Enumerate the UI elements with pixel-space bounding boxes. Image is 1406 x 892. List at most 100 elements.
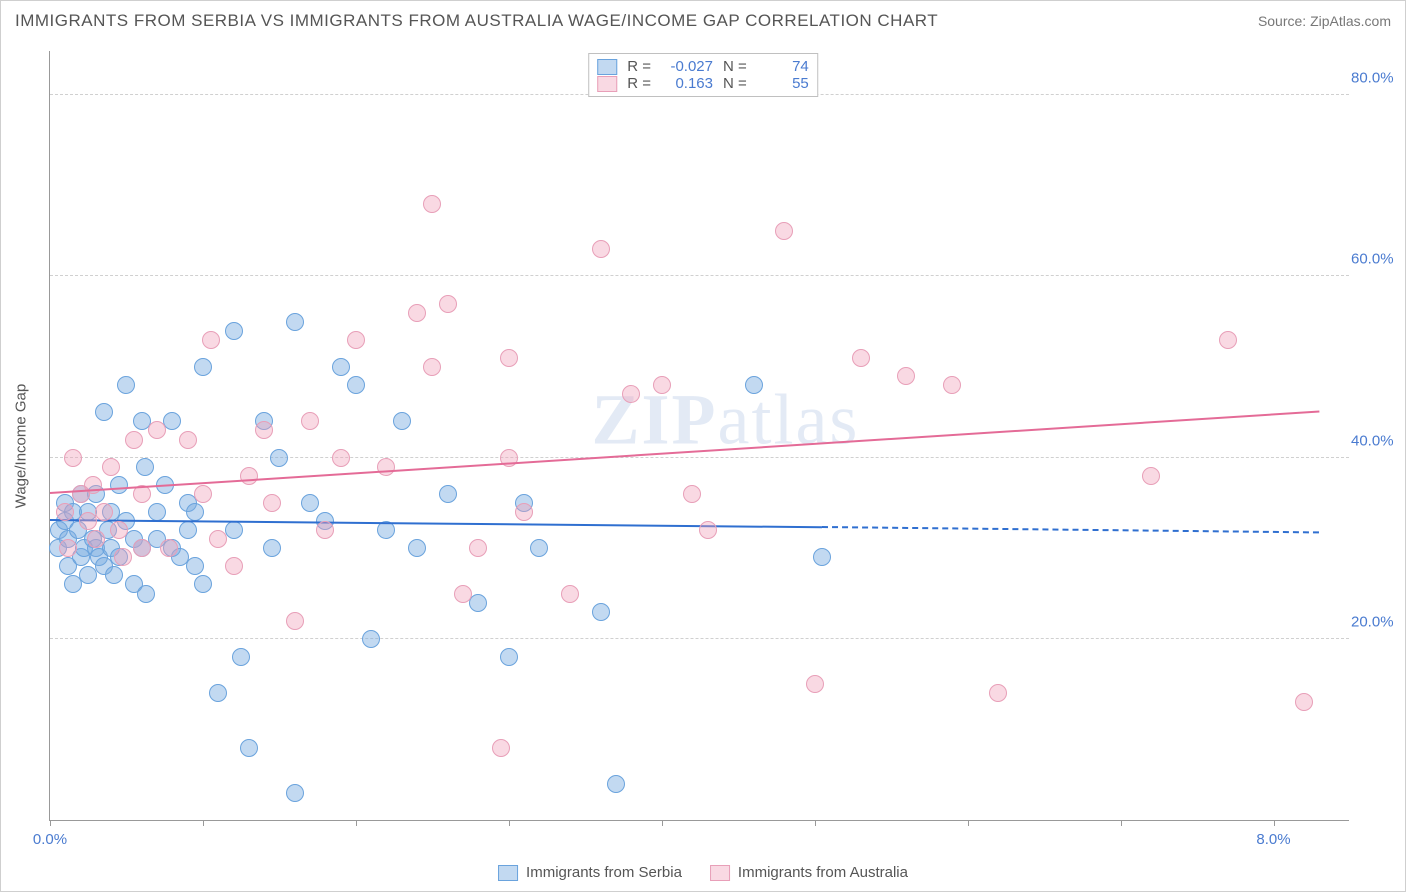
swatch-australia — [597, 76, 617, 92]
data-point — [492, 739, 510, 757]
data-point — [301, 494, 319, 512]
data-point — [347, 376, 365, 394]
data-point — [500, 349, 518, 367]
data-point — [622, 385, 640, 403]
title-bar: IMMIGRANTS FROM SERBIA VS IMMIGRANTS FRO… — [15, 11, 1391, 31]
y-axis-label: Wage/Income Gap — [13, 384, 30, 509]
data-point — [102, 458, 120, 476]
data-point — [133, 539, 151, 557]
data-point — [209, 530, 227, 548]
x-tick — [815, 820, 816, 826]
data-point — [362, 630, 380, 648]
data-point — [943, 376, 961, 394]
data-point — [813, 548, 831, 566]
n-value-serbia: 74 — [757, 58, 809, 75]
swatch-serbia — [498, 865, 518, 881]
data-point — [194, 358, 212, 376]
data-point — [408, 539, 426, 557]
data-point — [87, 530, 105, 548]
data-point — [286, 612, 304, 630]
x-tick — [356, 820, 357, 826]
legend-label-serbia: Immigrants from Serbia — [526, 864, 682, 881]
data-point — [114, 548, 132, 566]
data-point — [897, 367, 915, 385]
data-point — [408, 304, 426, 322]
data-point — [607, 775, 625, 793]
data-point — [1295, 693, 1313, 711]
x-tick — [50, 820, 51, 826]
swatch-australia — [710, 865, 730, 881]
data-point — [56, 503, 74, 521]
n-label: N = — [723, 58, 747, 75]
data-point — [286, 784, 304, 802]
data-point — [316, 521, 334, 539]
regression-line — [50, 410, 1320, 494]
data-point — [454, 585, 472, 603]
data-point — [1142, 467, 1160, 485]
data-point — [469, 539, 487, 557]
legend-item-serbia: Immigrants from Serbia — [498, 864, 682, 881]
data-point — [332, 358, 350, 376]
data-point — [592, 240, 610, 258]
legend-correlation: R = -0.027 N = 74 R = 0.163 N = 55 — [588, 53, 818, 97]
data-point — [263, 494, 281, 512]
data-point — [377, 458, 395, 476]
x-tick — [509, 820, 510, 826]
data-point — [683, 485, 701, 503]
data-point — [110, 476, 128, 494]
data-point — [186, 557, 204, 575]
data-point — [125, 431, 143, 449]
data-point — [263, 539, 281, 557]
x-tick — [1274, 820, 1275, 826]
n-value-australia: 55 — [757, 75, 809, 92]
data-point — [653, 376, 671, 394]
data-point — [806, 675, 824, 693]
data-point — [439, 295, 457, 313]
data-point — [270, 449, 288, 467]
data-point — [240, 467, 258, 485]
legend-row-serbia: R = -0.027 N = 74 — [597, 58, 809, 75]
legend-item-australia: Immigrants from Australia — [710, 864, 908, 881]
y-tick-label: 60.0% — [1351, 251, 1399, 268]
data-point — [423, 358, 441, 376]
data-point — [500, 648, 518, 666]
data-point — [163, 412, 181, 430]
data-point — [95, 403, 113, 421]
data-point — [255, 421, 273, 439]
data-point — [137, 585, 155, 603]
swatch-serbia — [597, 59, 617, 75]
data-point — [469, 594, 487, 612]
x-tick — [203, 820, 204, 826]
r-label: R = — [627, 58, 651, 75]
data-point — [515, 503, 533, 521]
data-point — [105, 566, 123, 584]
chart-container: IMMIGRANTS FROM SERBIA VS IMMIGRANTS FRO… — [0, 0, 1406, 892]
r-label: R = — [627, 75, 651, 92]
r-value-australia: 0.163 — [661, 75, 713, 92]
x-tick — [1121, 820, 1122, 826]
data-point — [225, 322, 243, 340]
gridline — [50, 457, 1349, 458]
data-point — [530, 539, 548, 557]
data-point — [775, 222, 793, 240]
data-point — [160, 539, 178, 557]
data-point — [148, 503, 166, 521]
data-point — [989, 684, 1007, 702]
regression-line-extrapolated — [822, 526, 1319, 533]
data-point — [186, 503, 204, 521]
y-tick-label: 20.0% — [1351, 613, 1399, 630]
data-point — [1219, 331, 1237, 349]
data-point — [423, 195, 441, 213]
data-point — [439, 485, 457, 503]
data-point — [347, 331, 365, 349]
data-point — [232, 648, 250, 666]
legend-row-australia: R = 0.163 N = 55 — [597, 75, 809, 92]
data-point — [225, 521, 243, 539]
y-tick-label: 80.0% — [1351, 70, 1399, 87]
chart-title: IMMIGRANTS FROM SERBIA VS IMMIGRANTS FRO… — [15, 11, 938, 31]
data-point — [699, 521, 717, 539]
data-point — [561, 585, 579, 603]
data-point — [202, 331, 220, 349]
data-point — [194, 485, 212, 503]
data-point — [301, 412, 319, 430]
